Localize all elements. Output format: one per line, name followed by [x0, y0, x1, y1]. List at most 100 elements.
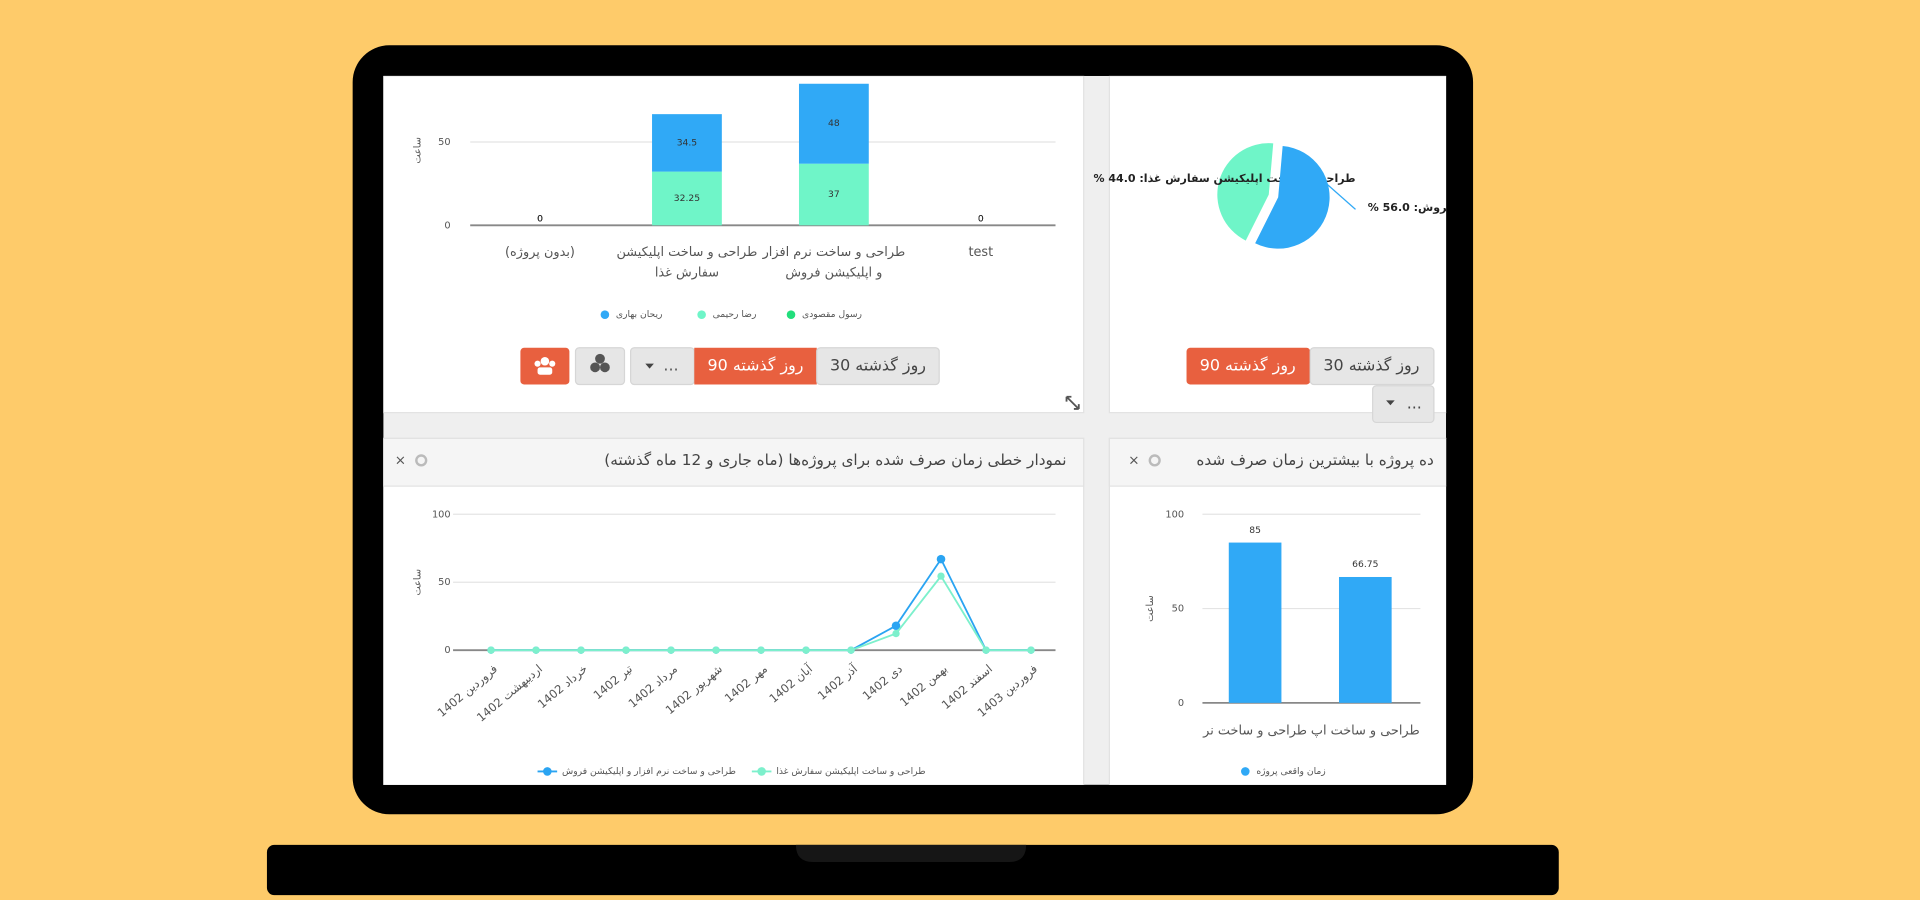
- data-label: 0: [978, 214, 984, 225]
- bar: [798, 163, 869, 226]
- settings-icon[interactable]: [415, 454, 428, 467]
- line-point: [847, 646, 855, 654]
- legend-marker: [543, 767, 552, 776]
- range-90-button[interactable]: [1186, 347, 1311, 385]
- data-label: 34.5: [677, 137, 698, 148]
- caret: [1386, 400, 1395, 406]
- line-point: [892, 629, 900, 638]
- legend-marker: [786, 310, 796, 319]
- button-label: ...: [1407, 394, 1422, 413]
- data-label: 0: [978, 214, 984, 225]
- resize-handle[interactable]: [1065, 395, 1080, 410]
- line-point: [757, 646, 765, 654]
- settings-icon[interactable]: [1148, 454, 1161, 467]
- x-tick-label: test: [968, 244, 994, 260]
- x-tick-label: طراحی و ساخت نرم افزار و اپلیکیشن فروش: [762, 244, 906, 281]
- y-axis-title: ساعت: [413, 569, 424, 596]
- data-label: 32.25: [674, 193, 700, 204]
- bar: [798, 83, 869, 164]
- data-label: 0: [537, 214, 543, 225]
- pie-slice: [1255, 146, 1330, 249]
- x-tick-label-box: (بدون پروژه): [505, 244, 575, 260]
- line-point: [982, 646, 990, 654]
- x-tick-label: طراحی و ساخت اپلیکیشن سفارش غذا: [616, 244, 758, 281]
- x-tick-label: (بدون پروژه): [505, 244, 575, 260]
- leader-line: [1286, 148, 1356, 210]
- line-point: [667, 646, 675, 654]
- bar: [1228, 542, 1282, 703]
- data-label: 37: [828, 189, 840, 200]
- panel-header: [1108, 437, 1447, 487]
- bar: [1338, 576, 1392, 703]
- legend-label: ریحان بهاری: [616, 309, 663, 320]
- x-tick-label-box: طراحی و ساخت نرم افزار و اپلیکیشن فروش: [762, 244, 906, 281]
- bar: [652, 171, 722, 226]
- button-label: 30 روز گذشته: [830, 356, 926, 376]
- panel-header: [383, 437, 1085, 487]
- line-point: [937, 572, 945, 580]
- settings-button[interactable]: [574, 347, 626, 386]
- more-dropdown[interactable]: [1372, 385, 1435, 424]
- legend-label: طراحی و ساخت نرم افزار و اپلیکیشن فروش: [562, 766, 736, 777]
- y-axis-title: ساعت: [1145, 595, 1156, 622]
- line-point: [532, 646, 540, 654]
- button-label: 30 روز گذشته: [1323, 356, 1419, 376]
- users-icon: [534, 356, 556, 375]
- legend-label: طراحی و ساخت اپلیکیشن سفارش غذا: [776, 766, 925, 777]
- legend-marker: [1241, 767, 1250, 776]
- range-30-button[interactable]: [816, 347, 940, 386]
- close-icon[interactable]: ×: [395, 453, 406, 468]
- base-notch: [795, 844, 1027, 863]
- y-tick-label: 100: [1165, 509, 1184, 520]
- data-label: 66.75: [1352, 559, 1378, 570]
- legend-marker: [600, 310, 610, 319]
- y-tick-label: 50: [438, 137, 450, 148]
- line-point: [802, 646, 810, 654]
- data-label: 0: [537, 214, 543, 225]
- panel-title: ده پروژه با بیشترین زمان صرف شده: [1196, 451, 1434, 470]
- legend-label: رضا رحیمی: [713, 309, 757, 320]
- x-tick-label: طراحی و ساخت نر: [1202, 724, 1307, 739]
- y-tick-label: 0: [444, 220, 450, 231]
- bar: [652, 114, 722, 172]
- screen: × × ... 90 روز گذشته 30 روز گذشته 90 روز…: [383, 75, 1666, 785]
- panel: [1108, 437, 1447, 785]
- panel-title: نمودار خطی زمان صرف شده برای پروژه‌ها (م…: [604, 451, 1066, 470]
- button-label: 90 روز گذشته: [708, 356, 804, 376]
- data-label: 85: [1249, 525, 1261, 536]
- caret: [645, 363, 654, 369]
- x-tick-label-box: test: [968, 244, 994, 260]
- range-30-button[interactable]: [1309, 347, 1435, 386]
- pie-slice: [1217, 143, 1274, 241]
- y-axis-title: ساعت: [413, 137, 424, 164]
- legend-marker: [757, 767, 766, 776]
- data-label: 0: [537, 214, 543, 225]
- x-tick-label: طراحی و ساخت اپ: [1311, 724, 1420, 739]
- line-point: [487, 646, 495, 654]
- gears-icon: [590, 353, 610, 373]
- line-point: [891, 621, 901, 631]
- legend-label: زمان واقعی پروژه: [1256, 766, 1325, 777]
- close-icon[interactable]: ×: [1128, 453, 1139, 468]
- data-label: 0: [978, 214, 984, 225]
- y-tick-label: 0: [1178, 698, 1184, 709]
- line-point: [577, 646, 585, 654]
- users-button[interactable]: [520, 347, 570, 385]
- button-label: 90 روز گذشته: [1200, 356, 1296, 376]
- legend-label: رسول مقصودی: [802, 309, 862, 320]
- legend-marker: [697, 310, 706, 319]
- line-point: [936, 554, 946, 564]
- y-tick-label: 100: [432, 509, 451, 520]
- data-label: 48: [828, 118, 840, 129]
- line-point: [712, 646, 720, 654]
- y-tick-label: 0: [444, 645, 450, 656]
- laptop-base: [266, 844, 1559, 896]
- line-point: [1027, 646, 1035, 654]
- y-tick-label: 50: [1172, 604, 1184, 615]
- data-label: طراحی و ساخت نرم افزار و اپلیکیشن فروش: …: [1368, 201, 1666, 214]
- button-label: ...: [663, 356, 678, 375]
- line-point: [622, 646, 630, 654]
- range-90-button[interactable]: [694, 347, 817, 385]
